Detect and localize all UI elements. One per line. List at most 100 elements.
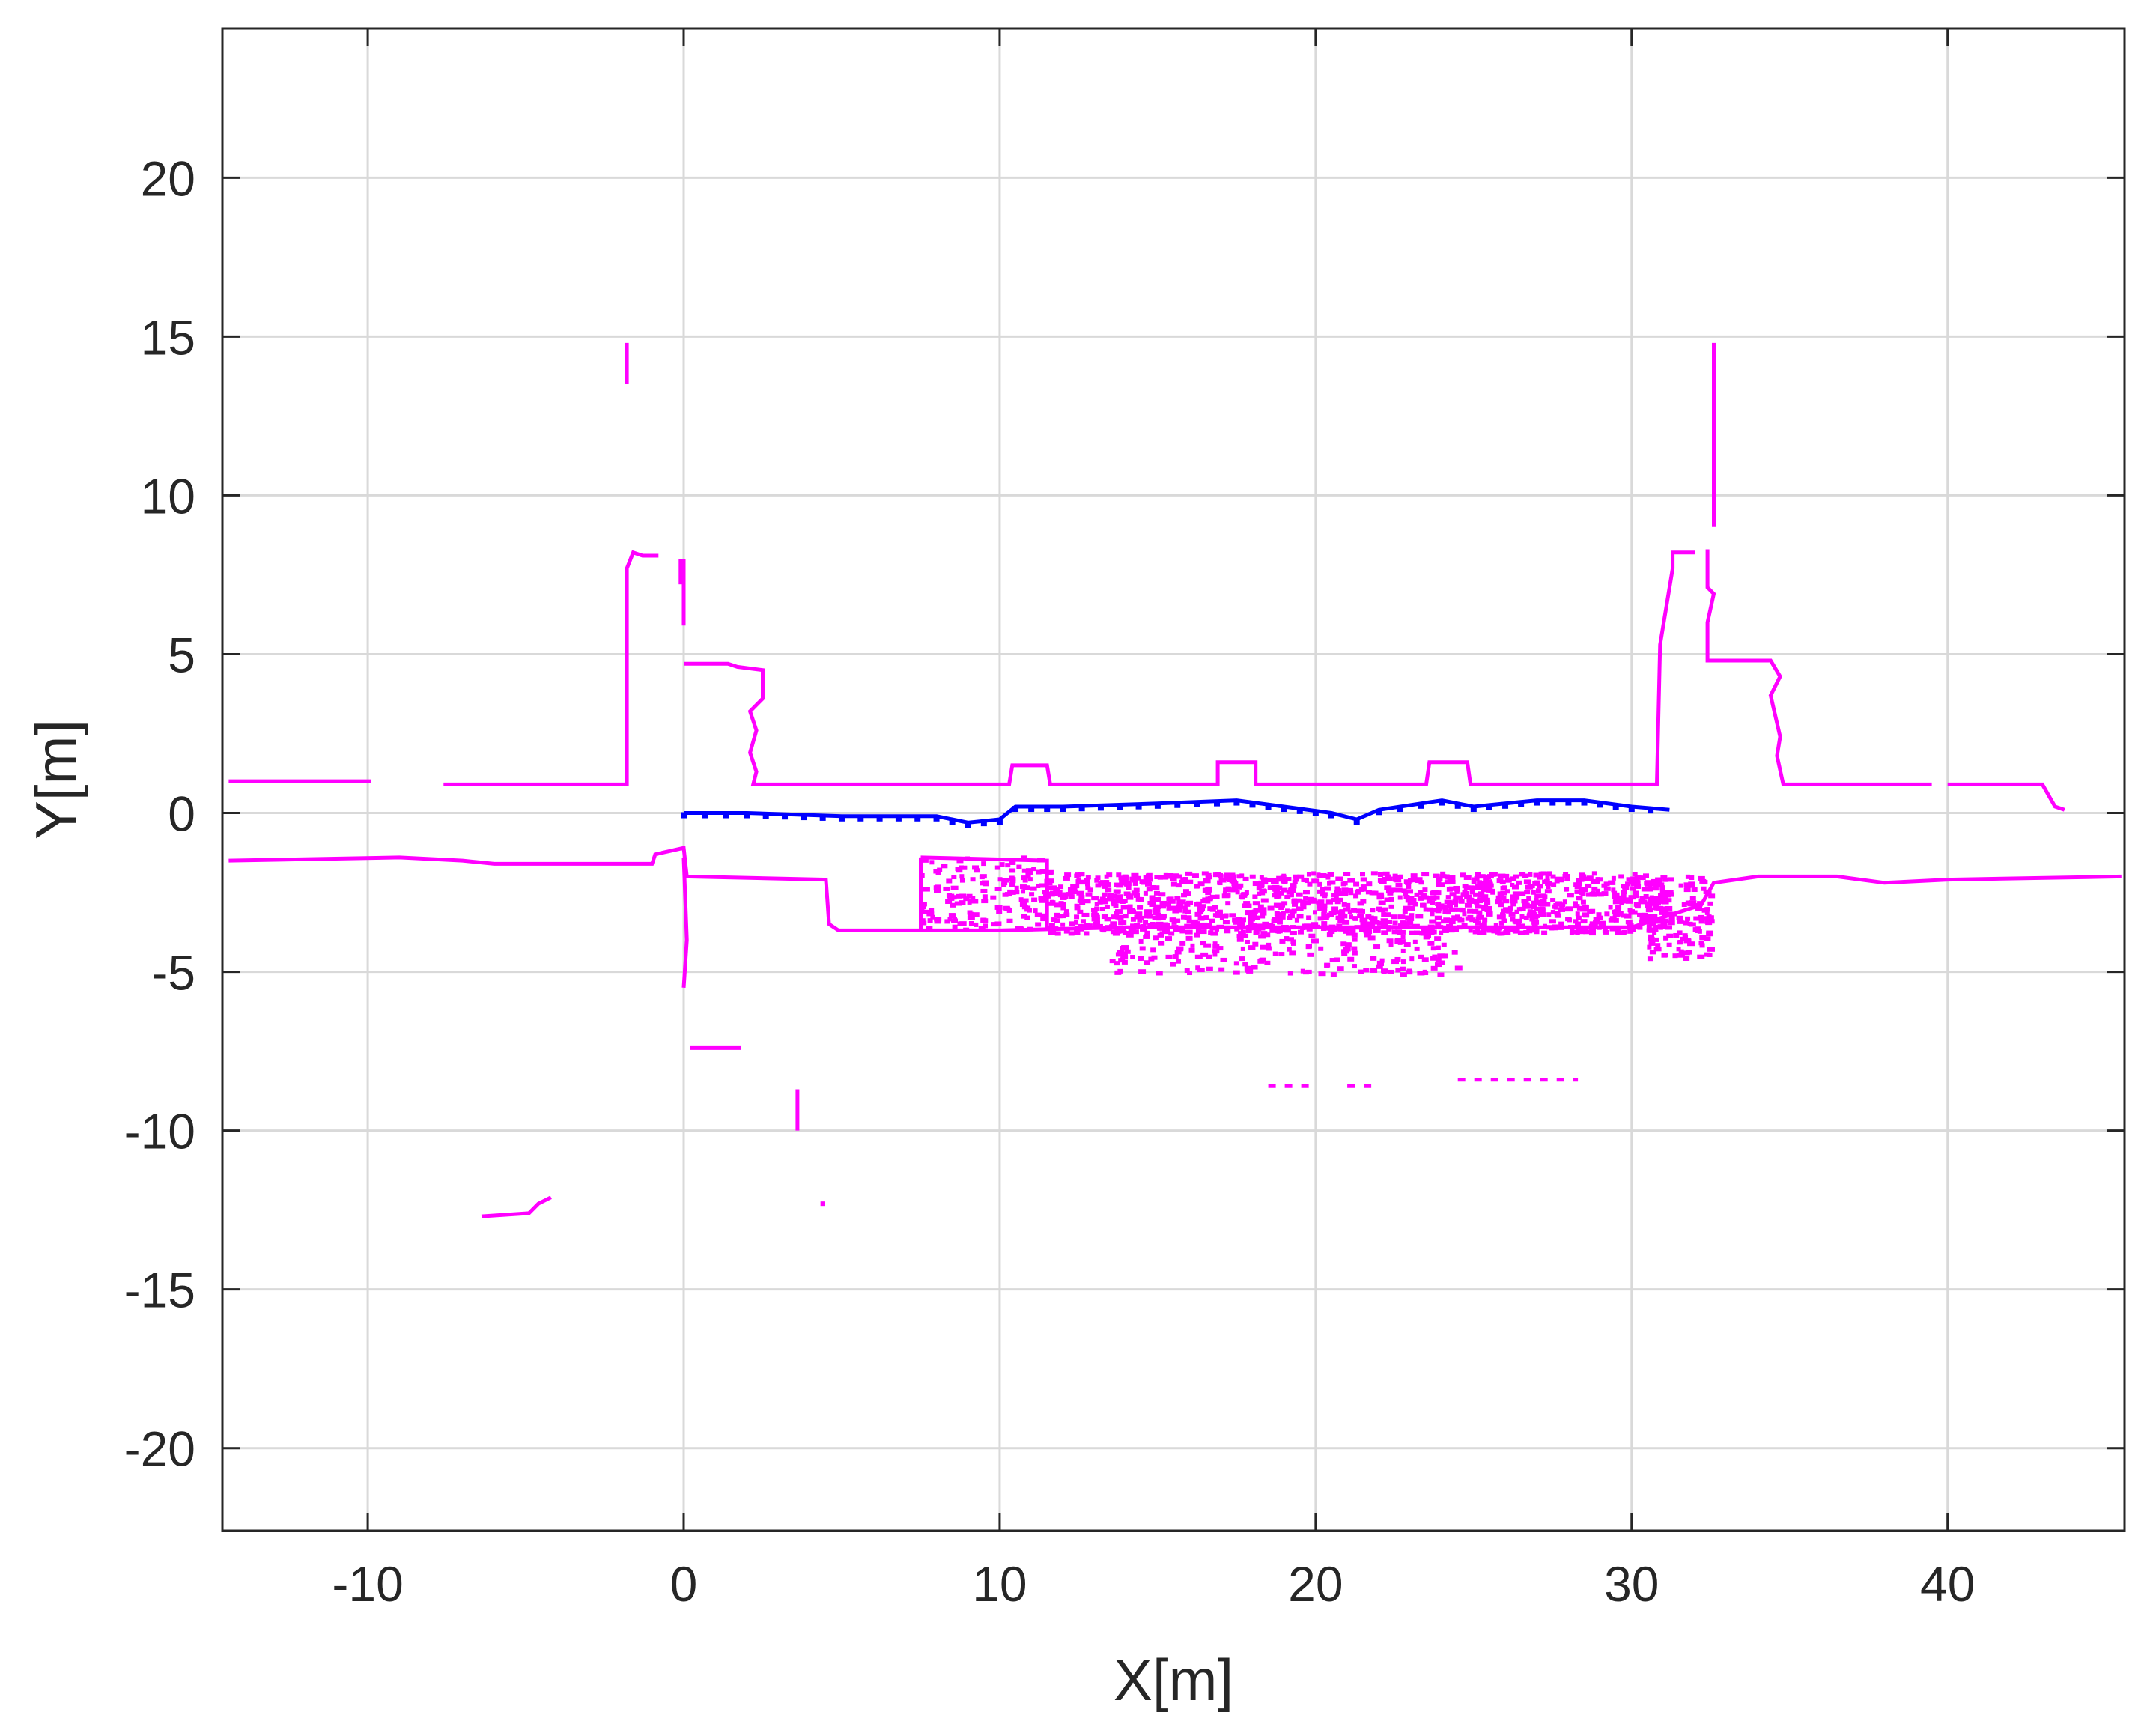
map-point — [1276, 875, 1282, 881]
trajectory-point — [1214, 800, 1221, 807]
map-point — [1677, 930, 1683, 935]
map-point — [1200, 915, 1208, 920]
map-point — [1550, 874, 1556, 879]
map-point — [1600, 920, 1606, 926]
trajectory-point — [949, 819, 956, 825]
map-point — [1426, 899, 1432, 904]
map-point — [1648, 914, 1655, 920]
map-point — [1227, 887, 1236, 893]
map-point — [1388, 904, 1394, 909]
y-axis-title: Y[m] — [23, 720, 89, 840]
map-point — [1238, 931, 1244, 936]
map-point — [1029, 892, 1035, 897]
map-point — [1144, 909, 1152, 914]
map-point — [967, 915, 975, 920]
map-point — [1362, 917, 1368, 923]
map-point — [1049, 892, 1055, 897]
map-point — [1321, 911, 1327, 917]
map-point — [1523, 929, 1530, 935]
map-point — [1175, 883, 1182, 888]
trajectory-point — [996, 819, 1003, 825]
map-point — [978, 926, 986, 931]
map-point — [1297, 874, 1305, 879]
map-point — [820, 1201, 825, 1207]
map-point — [1385, 925, 1391, 930]
map-point — [1218, 881, 1223, 886]
map-point — [1311, 938, 1319, 944]
map-point — [1118, 958, 1126, 963]
y-tick-label: 0 — [168, 786, 195, 842]
map-point — [1027, 877, 1033, 882]
map-point — [1252, 901, 1260, 906]
map-point — [1686, 938, 1692, 943]
map-wall-line — [684, 550, 1695, 786]
x-tick-label: 0 — [670, 1556, 698, 1612]
map-point — [1115, 895, 1123, 900]
map-point — [1284, 936, 1290, 941]
map-point — [1630, 927, 1636, 932]
map-point — [980, 881, 986, 886]
map-point — [1126, 932, 1134, 938]
map-point — [1047, 878, 1054, 884]
map-point — [963, 927, 970, 932]
map-point — [1531, 923, 1538, 928]
map-point — [930, 914, 935, 920]
map-point — [1207, 896, 1213, 901]
map-point — [1110, 921, 1117, 926]
map-point — [1257, 923, 1263, 929]
map-point — [1320, 887, 1325, 892]
map-point — [1415, 877, 1423, 882]
map-point — [1167, 896, 1174, 902]
map-point — [1699, 878, 1707, 884]
map-point — [980, 874, 987, 879]
x-tick-label: -10 — [332, 1556, 403, 1612]
map-point — [1120, 929, 1126, 934]
map-point — [1222, 890, 1227, 896]
map-point — [1580, 919, 1588, 924]
map-point — [1431, 890, 1437, 895]
map-point — [1662, 877, 1668, 882]
map-point — [1021, 868, 1028, 873]
map-point — [1365, 914, 1372, 920]
map-point — [1033, 908, 1038, 914]
map-point — [1418, 880, 1424, 885]
map-point — [1216, 946, 1224, 951]
map-point — [1276, 929, 1281, 934]
map-point — [1182, 877, 1188, 882]
map-point — [1339, 917, 1345, 923]
map-point — [1596, 925, 1602, 930]
map-point — [1510, 882, 1515, 887]
map-point — [1410, 873, 1418, 878]
map-point — [1219, 915, 1224, 920]
map-point — [1421, 957, 1429, 962]
map-point — [1611, 887, 1616, 893]
map-point — [919, 920, 927, 926]
map-point — [1435, 945, 1441, 950]
map-point — [1175, 918, 1181, 923]
map-point — [1233, 970, 1240, 975]
map-point — [1025, 874, 1031, 879]
map-point — [1121, 959, 1128, 965]
map-point — [1197, 968, 1205, 973]
map-point — [1138, 938, 1144, 944]
map-point — [1080, 919, 1086, 924]
trajectory-point — [1418, 802, 1424, 809]
map-point — [1105, 882, 1111, 887]
map-point — [1266, 877, 1272, 882]
map-point — [1351, 946, 1358, 951]
map-point — [1358, 969, 1364, 974]
map-point — [1327, 881, 1332, 886]
map-point — [1143, 890, 1148, 896]
map-point — [1326, 899, 1334, 905]
map-point — [1661, 899, 1669, 905]
map-point — [1542, 923, 1547, 929]
map-point — [1541, 930, 1548, 935]
map-point — [1006, 908, 1012, 913]
map-point — [1280, 911, 1286, 916]
map-point — [1613, 909, 1621, 914]
map-point — [1391, 929, 1397, 935]
map-point — [1334, 886, 1340, 891]
map-point — [1274, 911, 1280, 917]
map-point — [1475, 916, 1481, 921]
map-point — [1481, 894, 1489, 899]
